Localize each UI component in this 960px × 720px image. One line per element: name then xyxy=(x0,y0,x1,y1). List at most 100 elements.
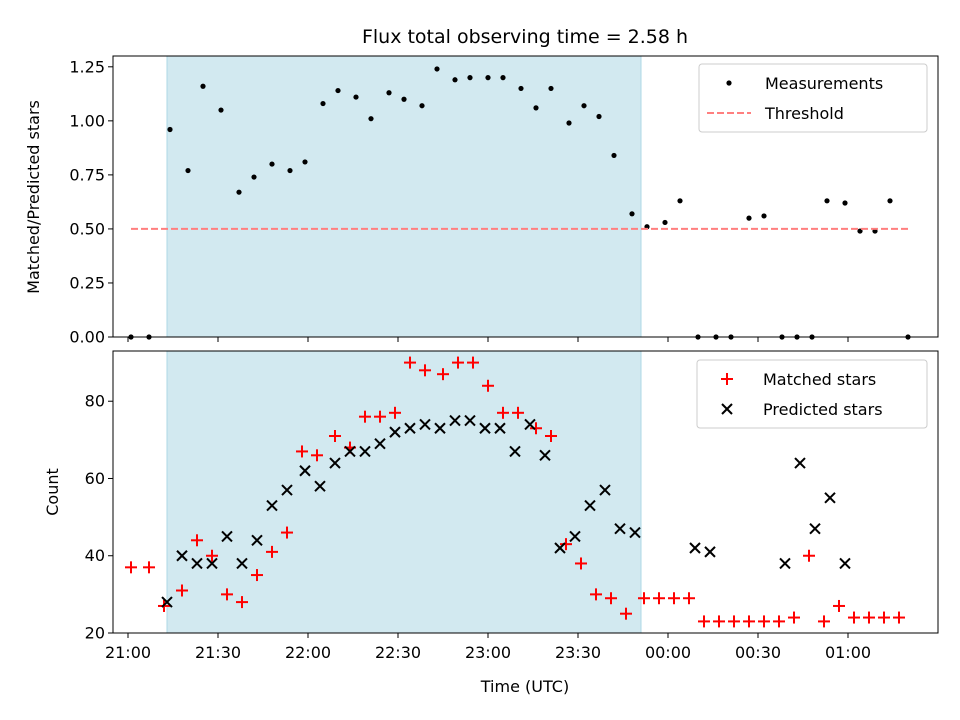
top-panel-frame xyxy=(112,55,939,338)
chart-title: Flux total observing time = 2.58 h xyxy=(362,26,688,48)
measurement-point xyxy=(467,75,473,81)
predicted-stars-point xyxy=(509,445,521,458)
predicted-stars-point-b xyxy=(281,484,293,496)
predicted-stars-point-b xyxy=(614,522,626,535)
measurement-point xyxy=(611,152,617,159)
predicted-stars-point xyxy=(251,534,263,546)
matched-stars-point xyxy=(893,611,905,624)
x-tick-label: 22:30 xyxy=(375,643,421,662)
predicted-stars-point xyxy=(824,492,836,504)
predicted-stars-point-b xyxy=(584,499,596,512)
predicted-stars-point-b xyxy=(689,542,701,554)
matched-stars-point xyxy=(668,592,680,605)
measurement-point xyxy=(887,198,893,204)
y-tick-label: 60 xyxy=(85,469,105,488)
predicted-stars-point xyxy=(449,414,461,427)
matched-stars-point xyxy=(281,526,293,539)
x-tick-label: 23:00 xyxy=(465,643,511,662)
matched-stars-point xyxy=(206,549,218,562)
matched-stars-point xyxy=(713,615,725,628)
top-panel-plot: 0.00 0.25 0.50 0.75 1.00 1.25 Matched/Predict… xyxy=(24,55,939,347)
legend-matched-marker xyxy=(721,373,733,385)
measurement-point xyxy=(368,116,374,122)
top-y-axis: 0.00 0.25 0.50 0.75 1.00 1.25 xyxy=(69,57,113,347)
matched-stars-point xyxy=(683,592,695,605)
predicted-stars-point-b xyxy=(404,422,416,434)
top-legend-box xyxy=(698,63,928,133)
measurement-point xyxy=(200,83,206,89)
matched-stars-point xyxy=(698,615,710,628)
matched-stars-point xyxy=(818,615,830,628)
predicted-stars-point xyxy=(464,414,476,427)
predicted-stars-point xyxy=(344,445,356,458)
top-y-axis-label: Matched/Predicted stars xyxy=(24,100,43,294)
predicted-stars-point-b xyxy=(251,534,263,546)
observing-window-shade xyxy=(166,55,642,338)
matched-stars-point xyxy=(296,445,308,458)
predicted-stars-point-b xyxy=(236,557,248,570)
predicted-stars-point xyxy=(539,449,551,462)
matched-stars-point xyxy=(389,406,401,419)
predicted-stars-point-b xyxy=(161,596,173,608)
y-tick-label: 0.00 xyxy=(69,328,105,347)
measurement-point xyxy=(401,96,407,102)
matched-stars-point xyxy=(530,422,542,435)
predicted-stars-point xyxy=(191,557,203,570)
x-tick-label: 01:00 xyxy=(825,643,871,662)
bottom-y-axis-label: Count xyxy=(43,468,62,516)
predicted-stars-point-b xyxy=(794,457,806,469)
predicted-stars-point xyxy=(161,596,173,608)
predicted-stars-point-b xyxy=(176,550,188,562)
matched-stars-point xyxy=(143,561,155,574)
measurement-point xyxy=(746,215,752,221)
matched-stars-point xyxy=(560,538,572,551)
matched-stars-point xyxy=(620,607,632,620)
matched-stars-point xyxy=(125,561,137,574)
predicted-stars-point-b xyxy=(809,522,821,535)
y-tick-label: 0.75 xyxy=(69,165,105,184)
measurement-point xyxy=(500,75,506,81)
x-tick-label: 21:30 xyxy=(195,643,241,662)
predicted-stars-point-b xyxy=(509,445,521,458)
measurement-point xyxy=(629,211,635,217)
predicted-stars-point-b xyxy=(419,418,431,431)
matched-stars-point xyxy=(452,356,464,369)
predicted-stars-point-b xyxy=(359,445,371,458)
predicted-stars-point xyxy=(314,480,326,492)
matched-stars-point xyxy=(467,356,479,369)
predicted-stars-point xyxy=(419,418,431,431)
measurement-point xyxy=(236,189,242,195)
predicted-stars-point xyxy=(779,557,791,570)
predicted-stars-point xyxy=(794,457,806,469)
matched-stars-point xyxy=(605,592,617,605)
predicted-stars-point xyxy=(839,557,851,570)
matched-stars-point xyxy=(404,356,416,369)
bottom-x-axis: 21:00 21:30 22:00 22:30 23:00 23:30 00:00 00:30… xyxy=(105,633,871,662)
predicted-stars-point-b xyxy=(839,557,851,570)
matched-stars-point xyxy=(638,592,650,605)
matched-stars-point xyxy=(788,611,800,624)
measurement-point xyxy=(251,174,257,180)
matched-stars-point xyxy=(251,569,263,582)
matched-stars-point xyxy=(191,534,203,547)
predicted-stars-point xyxy=(524,418,536,431)
measurement-point xyxy=(485,75,491,81)
measurement-point xyxy=(518,85,524,92)
bottom-x-axis-label: Time (UTC) xyxy=(480,677,569,696)
predicted-stars-point xyxy=(206,557,218,570)
matched-stars-point xyxy=(590,588,602,601)
matched-stars-point xyxy=(863,611,875,624)
measurement-point xyxy=(302,159,308,165)
predicted-stars-point xyxy=(329,457,341,469)
matched-stars-point xyxy=(266,545,278,558)
matched-stars-point xyxy=(728,615,740,628)
bottom-y-axis: 20 40 60 80 xyxy=(85,392,113,643)
y-tick-label: 0.50 xyxy=(69,219,105,238)
top-x-axis xyxy=(127,337,849,342)
bottom-panel-frame xyxy=(112,350,939,634)
predicted-stars-point xyxy=(266,499,278,512)
measurement-point xyxy=(269,161,275,167)
predicted-stars-point-b xyxy=(374,438,386,450)
predicted-stars-point-b xyxy=(629,526,641,539)
